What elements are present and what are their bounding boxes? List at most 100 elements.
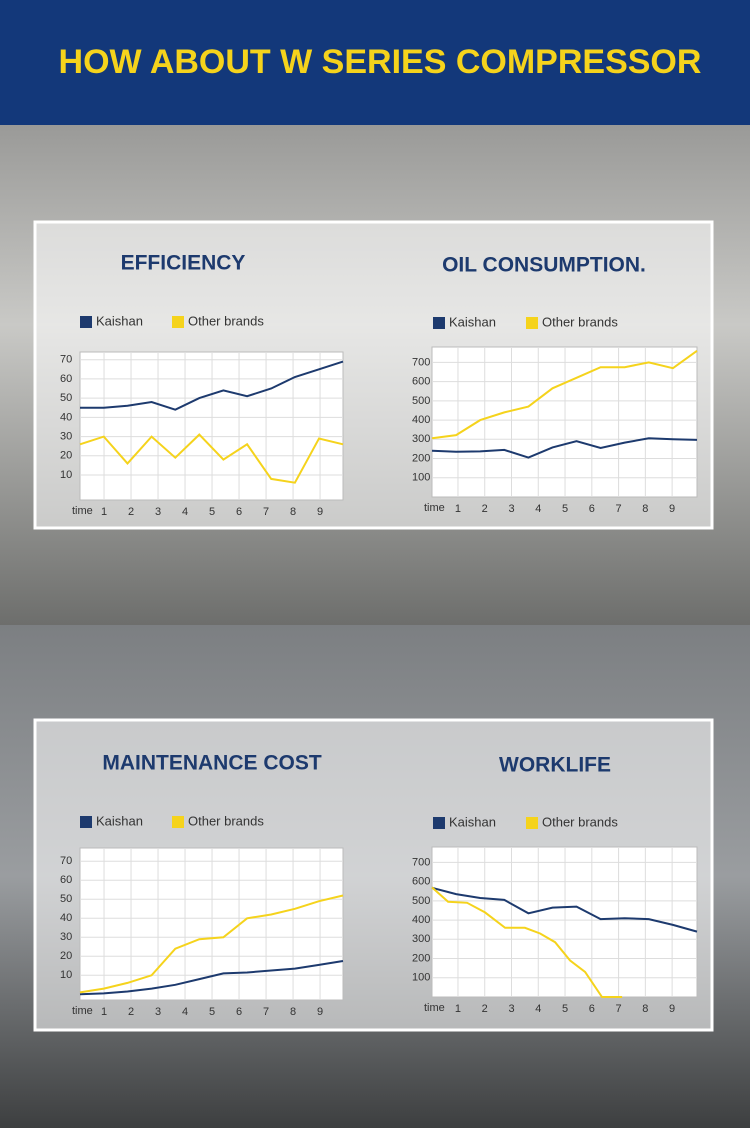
x-tick-label: 1 <box>101 506 107 518</box>
y-tick-label: 10 <box>60 469 72 481</box>
x-axis-label: time <box>424 502 445 514</box>
y-tick-label: 40 <box>60 912 72 924</box>
x-tick-label: 7 <box>616 1003 622 1015</box>
series-line <box>79 433 344 484</box>
y-tick-label: 40 <box>60 411 72 423</box>
y-tick-label: 200 <box>412 952 430 964</box>
page-title: HOW ABOUT W SERIES COMPRESSOR <box>59 43 702 81</box>
x-tick-label: 5 <box>562 1003 568 1015</box>
x-tick-label: 5 <box>209 1006 215 1018</box>
series-line <box>431 886 698 933</box>
y-tick-label: 700 <box>412 356 430 368</box>
legend-label: Kaishan <box>449 814 496 829</box>
y-tick-label: 300 <box>412 433 430 445</box>
x-tick-label: 9 <box>669 1003 675 1015</box>
plot-area <box>431 346 698 498</box>
x-tick-label: 9 <box>317 506 323 518</box>
legend-label: Other brands <box>542 814 618 829</box>
header-band <box>0 0 750 125</box>
legend-swatch <box>80 316 92 328</box>
chart-title: WORKLIFE <box>499 754 611 777</box>
x-tick-label: 7 <box>616 503 622 515</box>
series-line <box>431 349 698 440</box>
series-line <box>79 960 344 996</box>
series-line <box>79 894 344 994</box>
legend-swatch <box>433 817 445 829</box>
x-tick-label: 8 <box>642 1003 648 1015</box>
x-tick-label: 6 <box>236 1006 242 1018</box>
chart-title: EFFICIENCY <box>121 252 246 275</box>
x-tick-label: 8 <box>290 1006 296 1018</box>
x-tick-label: 4 <box>535 1003 541 1015</box>
y-tick-label: 30 <box>60 931 72 943</box>
y-tick-label: 100 <box>412 972 430 984</box>
legend-swatch <box>172 816 184 828</box>
x-tick-label: 3 <box>508 503 514 515</box>
y-tick-label: 400 <box>412 914 430 926</box>
legend-label: Other brands <box>188 313 264 328</box>
plot-area <box>79 847 344 1001</box>
x-tick-label: 2 <box>482 1003 488 1015</box>
chart-title: OIL CONSUMPTION. <box>442 254 646 277</box>
x-tick-label: 1 <box>101 1006 107 1018</box>
legend-label: Kaishan <box>449 314 496 329</box>
x-tick-label: 6 <box>589 503 595 515</box>
chart-title: MAINTENANCE COST <box>102 752 322 775</box>
y-tick-label: 50 <box>60 893 72 905</box>
series-line <box>80 360 344 411</box>
legend-swatch <box>433 317 445 329</box>
legend-swatch <box>526 317 538 329</box>
x-axis-label: time <box>72 1005 93 1017</box>
x-tick-label: 7 <box>263 506 269 518</box>
x-tick-label: 2 <box>482 503 488 515</box>
y-tick-label: 600 <box>412 876 430 888</box>
y-tick-label: 100 <box>412 472 430 484</box>
x-tick-label: 9 <box>669 503 675 515</box>
y-tick-label: 500 <box>412 395 430 407</box>
legend-label: Kaishan <box>96 813 143 828</box>
plot-area <box>431 846 698 998</box>
x-tick-label: 2 <box>128 1006 134 1018</box>
y-tick-label: 50 <box>60 392 72 404</box>
x-tick-label: 4 <box>182 506 188 518</box>
x-tick-label: 8 <box>642 503 648 515</box>
x-tick-label: 9 <box>317 1006 323 1018</box>
y-tick-label: 70 <box>60 855 72 867</box>
x-tick-label: 5 <box>562 503 568 515</box>
x-tick-label: 6 <box>589 1003 595 1015</box>
x-axis-label: time <box>72 505 93 517</box>
x-tick-label: 5 <box>209 506 215 518</box>
y-tick-label: 20 <box>60 950 72 962</box>
y-tick-label: 400 <box>412 414 430 426</box>
y-tick-label: 70 <box>60 354 72 366</box>
legend-label: Kaishan <box>96 313 143 328</box>
y-tick-label: 30 <box>60 430 72 442</box>
x-tick-label: 7 <box>263 1006 269 1018</box>
series-line <box>431 437 698 459</box>
x-tick-label: 4 <box>535 503 541 515</box>
x-tick-label: 1 <box>455 1003 461 1015</box>
legend-label: Other brands <box>542 314 618 329</box>
legend-swatch <box>80 816 92 828</box>
y-tick-label: 10 <box>60 969 72 981</box>
x-tick-label: 1 <box>455 503 461 515</box>
y-tick-label: 20 <box>60 450 72 462</box>
x-tick-label: 3 <box>508 1003 514 1015</box>
legend-swatch <box>172 316 184 328</box>
series-line <box>431 886 623 998</box>
y-tick-label: 500 <box>412 895 430 907</box>
y-tick-label: 600 <box>412 376 430 388</box>
x-tick-label: 3 <box>155 1006 161 1018</box>
x-tick-label: 6 <box>236 506 242 518</box>
x-tick-label: 3 <box>155 506 161 518</box>
x-tick-label: 4 <box>182 1006 188 1018</box>
x-axis-label: time <box>424 1002 445 1014</box>
y-tick-label: 60 <box>60 373 72 385</box>
y-tick-label: 300 <box>412 933 430 945</box>
y-tick-label: 700 <box>412 856 430 868</box>
x-tick-label: 2 <box>128 506 134 518</box>
legend-swatch <box>526 817 538 829</box>
x-tick-label: 8 <box>290 506 296 518</box>
